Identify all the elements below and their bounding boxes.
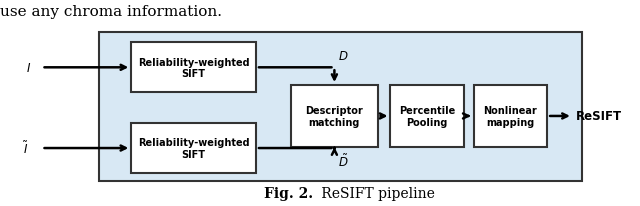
Text: $I$: $I$ — [26, 62, 31, 74]
Text: Nonlinear
mapping: Nonlinear mapping — [484, 106, 537, 127]
FancyBboxPatch shape — [131, 124, 256, 173]
Text: Reliability-weighted
SIFT: Reliability-weighted SIFT — [138, 57, 250, 79]
FancyBboxPatch shape — [131, 43, 256, 93]
Text: $\tilde{D}$: $\tilde{D}$ — [338, 152, 348, 169]
Text: $\tilde{I}$: $\tilde{I}$ — [23, 140, 28, 156]
Text: Descriptor
matching: Descriptor matching — [305, 106, 364, 127]
FancyBboxPatch shape — [474, 85, 547, 147]
Text: Percentile
Pooling: Percentile Pooling — [399, 106, 455, 127]
FancyBboxPatch shape — [291, 85, 378, 147]
Text: Fig. 2.: Fig. 2. — [264, 186, 314, 200]
Text: ReSIFT pipeline: ReSIFT pipeline — [317, 186, 435, 200]
Text: use any chroma information.: use any chroma information. — [0, 5, 222, 19]
FancyBboxPatch shape — [390, 85, 464, 147]
Text: Reliability-weighted
SIFT: Reliability-weighted SIFT — [138, 138, 250, 159]
Text: ReSIFT: ReSIFT — [576, 110, 622, 123]
Text: $D$: $D$ — [338, 50, 348, 63]
FancyBboxPatch shape — [99, 33, 582, 181]
